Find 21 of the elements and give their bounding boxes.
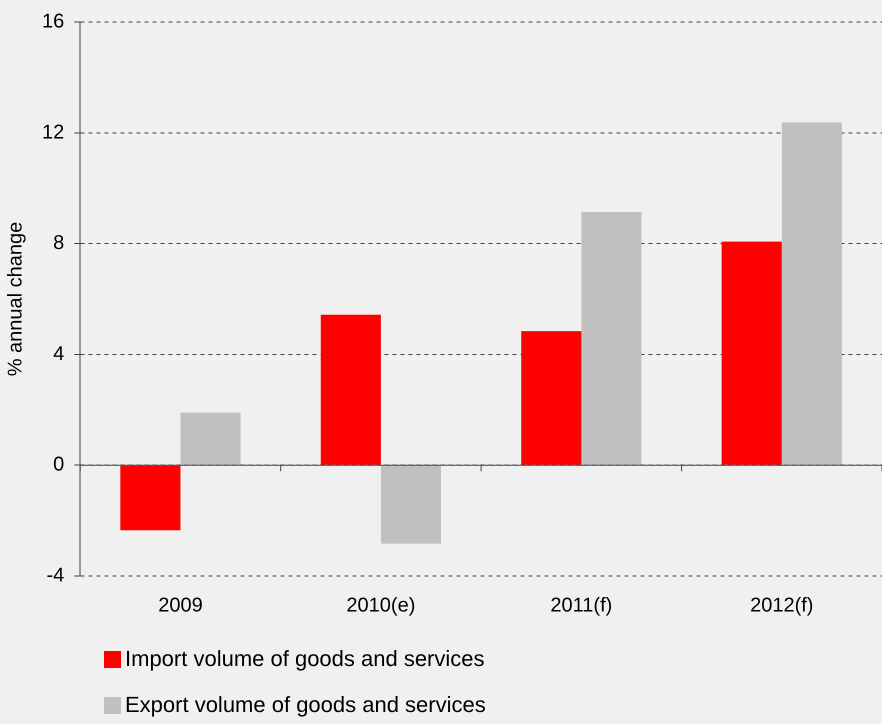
y-tick-label: 12	[42, 121, 64, 144]
y-tick-label: 8	[53, 232, 64, 254]
y-tick-label: 0	[53, 454, 64, 476]
bar	[581, 212, 642, 465]
bar	[722, 242, 782, 465]
bar	[782, 122, 842, 465]
x-tick-label: 2012(f)	[750, 594, 814, 617]
x-tick-label: 2009	[158, 594, 203, 617]
legend-label: Import volume of goods and services	[125, 646, 485, 672]
y-tick-label: 16	[42, 10, 64, 33]
bar	[380, 466, 442, 544]
y-axis-title: % annual change	[4, 222, 27, 376]
bar	[180, 412, 241, 465]
bar	[521, 331, 582, 465]
y-tick-label: 4	[53, 342, 64, 365]
bar	[120, 466, 180, 530]
legend-label: Export volume of goods and services	[125, 692, 486, 718]
bar	[320, 314, 381, 465]
x-tick-label: 2011(f)	[550, 594, 612, 617]
y-tick-label: -4	[46, 564, 64, 587]
x-tick-label: 2010(e)	[346, 594, 416, 617]
